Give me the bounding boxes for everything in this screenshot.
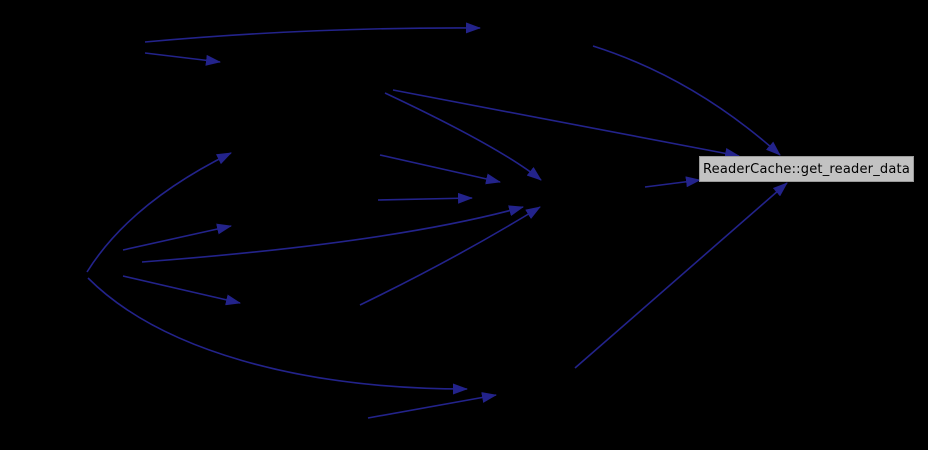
graph-edge-bottom-diag-to-box	[574, 182, 788, 369]
graph-edge-lower-mid-to-center	[359, 206, 541, 306]
graph-edge-fan-to-lower-mid	[122, 275, 241, 306]
node-label: ReaderCache::get_reader_data	[702, 161, 911, 177]
graph-edge-top-long-right	[144, 22, 481, 43]
graph-edge-upper-mid-to-center	[384, 92, 542, 181]
graph-edge-top-center-to-box-top	[592, 45, 781, 156]
graph-edge-fan-long-sag-to-center	[141, 205, 524, 263]
edge-layer	[86, 22, 788, 419]
graph-edge-upper-mid-to-box-top	[392, 89, 740, 159]
graph-edge-fan-bottom-curve	[87, 277, 468, 395]
graph-edge-mid-horizontal	[377, 192, 473, 204]
graph-edge-center-to-box-left	[644, 176, 701, 188]
graph-edge-mid-to-center	[379, 154, 501, 185]
graph-edge-bottom-to-bottom-node	[367, 392, 497, 419]
graph-edge-fan-up-curve	[86, 152, 232, 273]
graph-edge-fan-to-upper-mid	[122, 223, 232, 251]
node-readercache-get-reader-data: ReaderCache::get_reader_data	[699, 156, 914, 182]
graph-edge-top-short-right	[144, 52, 221, 66]
